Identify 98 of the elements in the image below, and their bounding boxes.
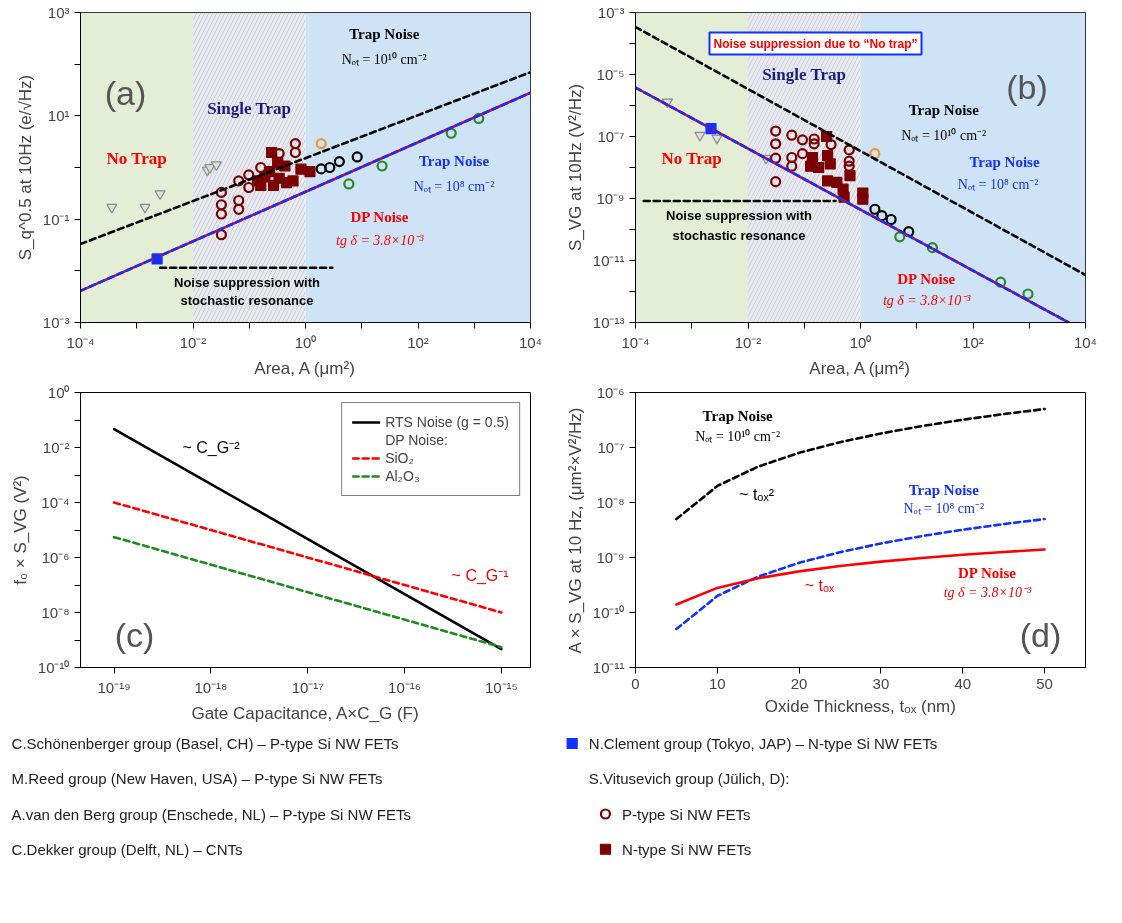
- annotation: (d): [1019, 615, 1062, 654]
- annotation: stochastic resonance: [180, 292, 314, 308]
- x-axis-title: Area, A (μm²): [254, 358, 355, 378]
- annotation: Nₒₜ = 10¹⁰ cm⁻²: [341, 51, 427, 67]
- x-tick-label: 10⁻²: [734, 333, 762, 351]
- y-tick-label: 10⁻¹: [42, 210, 70, 228]
- text: A.van den Berg group (Enschede, NL) – P-type Si NW FETs: [11, 805, 411, 823]
- annotation: DP Noise: [958, 565, 1017, 582]
- legend-label: N-type Si NW FETs: [622, 840, 752, 858]
- y-tick-label: 10⁻¹³: [592, 314, 625, 331]
- y-axis-title: f₀ × S_VG (V²): [10, 475, 30, 585]
- y-tick-label: 10¹: [47, 107, 70, 125]
- y-tick-label: 10⁻⁶: [596, 384, 625, 401]
- annotation: tg δ = 3.8×10⁻³: [943, 585, 1032, 601]
- text: C.Dekker group (Delft, NL) – CNTs: [11, 840, 243, 858]
- annotation: ~ C_G⁻²: [182, 439, 241, 457]
- annotation: Noise suppression due to “No trap”: [713, 36, 918, 51]
- band-label: Single Trap: [762, 65, 847, 84]
- y-tick-label: 10⁻⁵: [596, 66, 625, 83]
- y-tick-label: 10⁻⁹: [596, 190, 625, 207]
- annotation: Trap Noise: [908, 481, 980, 498]
- annotation: tg δ = 3.8×10⁻³: [882, 293, 972, 309]
- y-tick-label: 10⁻⁴: [41, 494, 70, 511]
- x-tick-label: 10⁻⁴: [66, 333, 95, 351]
- y-tick-label: 10⁻⁷: [597, 439, 625, 456]
- x-tick-label: 10⁻¹⁸: [194, 678, 228, 696]
- legend-title: DP Noise:: [385, 431, 448, 449]
- y-tick-label: 10⁻⁹: [596, 549, 625, 566]
- annotation: Nₒₜ = 10⁸ cm⁻²: [413, 178, 495, 194]
- annotation: Nₒₜ = 10⁸ cm⁻²: [957, 176, 1039, 192]
- band-label: No Trap: [106, 148, 167, 168]
- annotation: ~ tₒₓ²: [739, 485, 775, 503]
- legend-label: Al₂O₃: [385, 467, 420, 485]
- annotation: tg δ = 3.8×10⁻³: [336, 233, 425, 249]
- x-tick-label: 0: [631, 674, 640, 692]
- legend-title: S.Vitusevich group (Jülich, D):: [588, 770, 790, 788]
- annotation: Noise suppression with: [666, 208, 813, 224]
- y-tick-label: 10⁰: [47, 384, 70, 401]
- y-tick-label: 10⁻⁶: [41, 549, 70, 566]
- x-tick-label: 50: [1036, 674, 1053, 692]
- x-tick-label: 10⁻¹⁷: [291, 678, 324, 696]
- annotation: Noise suppression with: [174, 275, 321, 291]
- y-axis-title: A × S_VG at 10 Hz, (μm²×V²/Hz): [565, 407, 585, 654]
- band-label: Single Trap: [207, 99, 292, 119]
- x-axis-title: Area, A (μm²): [809, 358, 910, 378]
- legend-label: N.Clement group (Tokyo, JAP) – N-type Si NW FETs: [588, 735, 938, 752]
- annotation: DP Noise: [350, 209, 409, 226]
- x-tick-label: 10⁰: [294, 333, 317, 351]
- annotation: DP Noise: [897, 271, 956, 288]
- y-tick-label: 10⁻³: [597, 4, 625, 21]
- annotation: (b): [1006, 67, 1048, 106]
- y-tick-label: 10⁻⁸: [596, 494, 625, 511]
- annotation: Nₒₜ = 10⁸ cm⁻²: [903, 501, 985, 517]
- x-tick-label: 10²: [962, 333, 984, 351]
- x-tick-label: 40: [954, 674, 972, 692]
- y-tick-label: 10³: [47, 4, 70, 21]
- annotation: ~ C_G⁻¹: [451, 567, 509, 586]
- y-tick-label: 10⁻¹¹: [592, 252, 625, 269]
- legend-label: RTS Noise (g = 0.5): [385, 413, 509, 431]
- annotation: Trap Noise: [908, 102, 980, 119]
- annotation: Trap Noise: [418, 153, 490, 170]
- annotation: Trap Noise: [349, 26, 420, 43]
- x-tick-label: 10⁻¹⁶: [388, 678, 421, 696]
- annotation: Trap Noise: [702, 408, 774, 425]
- x-tick-label: 10²: [407, 333, 429, 351]
- y-axis-title: S_VG at 10Hz (V²/Hz): [565, 83, 585, 252]
- y-tick-label: 10⁻¹⁰: [37, 659, 70, 676]
- x-tick-label: 10⁴: [518, 333, 543, 351]
- band-label: No Trap: [661, 148, 722, 168]
- y-tick-label: 10⁻⁷: [597, 128, 625, 145]
- annotation: ~ tₒₓ: [804, 576, 836, 594]
- annotation: stochastic resonance: [672, 227, 806, 243]
- text: M.Reed group (New Haven, USA) – P-type Si NW FETs: [11, 770, 383, 788]
- x-tick-label: 10⁻²: [179, 333, 207, 351]
- x-axis-title: Gate Capacitance, A×C_G (F): [191, 703, 419, 723]
- annotation: Trap Noise: [969, 153, 1040, 170]
- x-tick-label: 10⁰: [849, 333, 872, 351]
- x-axis-title: Oxide Thickness, tₒₓ (nm): [764, 696, 956, 716]
- text: C.Schönenberger group (Basel, CH) – P-type Si NW FETs: [11, 735, 399, 752]
- y-tick-label: 10⁻²: [42, 439, 70, 456]
- y-tick-label: 10⁻¹¹: [592, 659, 625, 676]
- annotation: Nₒₜ = 10¹⁰ cm⁻²: [695, 428, 781, 444]
- annotation: Nₒₜ = 10¹⁰ cm⁻²: [901, 127, 987, 143]
- x-tick-label: 10⁻¹⁹: [97, 678, 131, 696]
- x-tick-label: 10⁴: [1073, 333, 1098, 351]
- x-tick-label: 30: [872, 674, 890, 692]
- annotation: (a): [104, 74, 147, 113]
- x-tick-label: 10: [708, 674, 726, 692]
- y-axis-title: S_q^0.5 at 10Hz (e/√Hz): [15, 74, 35, 261]
- y-tick-label: 10⁻⁸: [41, 604, 70, 621]
- x-tick-label: 20: [790, 674, 808, 692]
- y-tick-label: 10⁻¹⁰: [592, 604, 625, 621]
- x-tick-label: 10⁻¹⁵: [484, 678, 518, 696]
- annotation: (c): [114, 615, 155, 654]
- y-tick-label: 10⁻³: [42, 314, 70, 331]
- x-tick-label: 10⁻⁴: [621, 333, 650, 351]
- legend-label: P-type Si NW FETs: [622, 805, 751, 823]
- legend-label: SiO₂: [385, 449, 414, 467]
